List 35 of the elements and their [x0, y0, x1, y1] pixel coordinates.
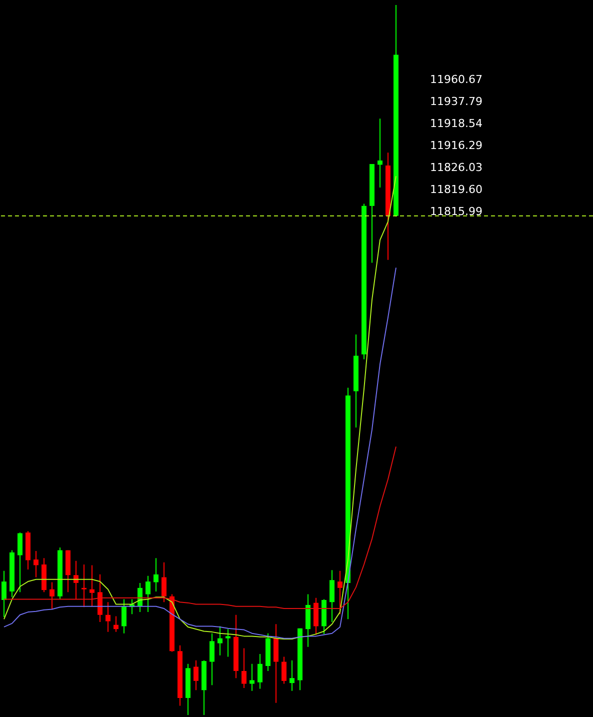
text: 11826.03	[430, 161, 482, 174]
candlestick	[194, 660, 198, 691]
candlestick	[290, 660, 294, 692]
candlestick	[274, 624, 278, 704]
candlestick	[50, 582, 54, 610]
candlestick	[114, 616, 118, 632]
candlestick	[314, 597, 318, 636]
text: 11937.79	[430, 95, 482, 108]
candlestick	[218, 626, 222, 656]
candlestick	[250, 663, 254, 692]
candlestick	[258, 653, 262, 690]
text: 11819.60	[430, 183, 482, 196]
candlestick	[2, 570, 6, 618]
candlestick	[338, 570, 342, 615]
text: 11918.54	[430, 117, 482, 130]
candlestick	[90, 564, 94, 607]
candlestick	[226, 628, 230, 658]
candlestick	[154, 558, 158, 592]
candlestick	[74, 560, 78, 600]
candlestick	[330, 570, 334, 622]
candlestick	[242, 648, 246, 689]
candlestick	[34, 550, 38, 578]
candlestick	[122, 598, 126, 634]
text: 11960.67	[430, 73, 482, 86]
text: 11916.29	[430, 139, 482, 152]
candlestick	[18, 532, 22, 593]
candlestick	[82, 564, 86, 608]
candlestick	[210, 632, 214, 686]
candlestick	[162, 562, 166, 603]
candlestick	[146, 575, 150, 613]
candlestick	[106, 602, 110, 632]
candlestick	[378, 118, 382, 188]
candlestick	[282, 656, 286, 684]
candlestick	[98, 574, 102, 622]
text: 11815.99	[430, 205, 482, 218]
